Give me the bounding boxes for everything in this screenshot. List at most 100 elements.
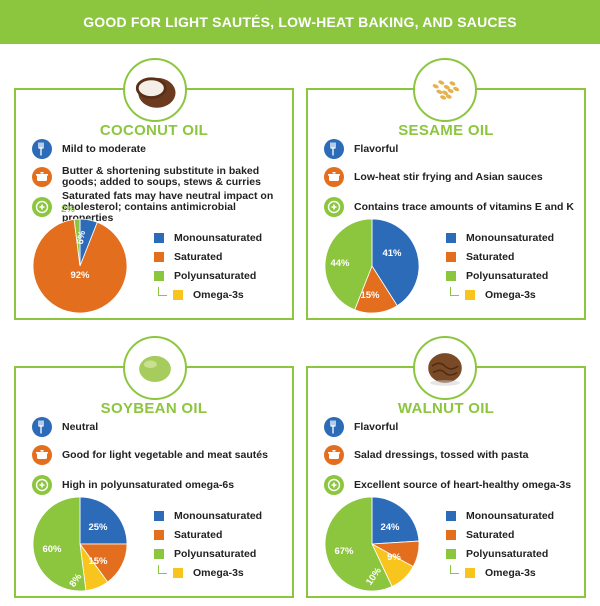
card-title: SOYBEAN OIL <box>100 400 208 417</box>
pie-label: 6% <box>75 229 88 245</box>
oil-card: WALNUT OIL Flavorful Salad dressings, toss… <box>306 366 586 598</box>
legend: Monounsaturated Saturated Polyunsaturated O… <box>446 228 582 304</box>
fork-icon <box>324 139 344 159</box>
soybean-icon <box>123 336 187 400</box>
legend-label: Omega-3s <box>485 288 536 301</box>
pot-icon <box>324 167 344 187</box>
legend-label: Polyunsaturated <box>174 547 257 560</box>
legend-item-mono: Monounsaturated <box>446 506 582 525</box>
legend: Monounsaturated Saturated Polyunsaturated O… <box>446 506 582 582</box>
feature-row: High in polyunsaturated omega-6s <box>32 472 282 498</box>
legend-item-omega: Omega-3s <box>446 563 582 582</box>
legend-label: Polyunsaturated <box>174 269 257 282</box>
feature-row: Contains trace amounts of vitamins E and… <box>324 194 574 220</box>
pot-icon <box>324 445 344 465</box>
legend-item-sat: Saturated <box>446 525 582 544</box>
health-icon <box>32 475 52 495</box>
legend-swatch <box>154 510 164 521</box>
oil-card: COCONUT OIL Mild to moderate Butter & shor… <box>14 88 294 320</box>
health-icon <box>32 197 52 217</box>
feature-text: Salad dressings, tossed with pasta <box>354 448 529 461</box>
fork-icon <box>324 417 344 437</box>
pie-label: 67% <box>334 546 354 557</box>
legend-swatch <box>446 232 456 243</box>
feature-row: Butter & shortening substitute in baked … <box>32 164 282 190</box>
legend-item-poly: Polyunsaturated <box>154 544 290 563</box>
pie-label: 25% <box>88 522 108 533</box>
pie-label: 24% <box>380 522 400 533</box>
pie-label: 60% <box>42 544 62 555</box>
pie-label: 41% <box>382 248 402 259</box>
pie-label: 15% <box>88 556 108 567</box>
legend-label: Polyunsaturated <box>466 547 549 560</box>
feature-text: Contains trace amounts of vitamins E and… <box>354 200 574 213</box>
feature-text: Flavorful <box>354 142 399 155</box>
feature-row: Mild to moderate <box>32 136 282 162</box>
pie-label: 44% <box>330 258 350 269</box>
legend-swatch <box>154 270 164 281</box>
oil-card: SESAME OIL Flavorful Low-heat stir frying … <box>306 88 586 320</box>
legend-label: Saturated <box>174 250 223 263</box>
legend-item-mono: Monounsaturated <box>446 228 582 247</box>
feature-row: Excellent source of heart-healthy omega-… <box>324 472 574 498</box>
legend-swatch <box>465 567 475 578</box>
health-icon <box>324 197 344 217</box>
pot-icon <box>32 167 52 187</box>
pie-slice-poly <box>324 496 393 592</box>
feature-row: Salad dressings, tossed with pasta <box>324 442 574 468</box>
feature-row: Good for light vegetable and meat sautés <box>32 442 282 468</box>
legend-swatch <box>446 251 456 262</box>
pie-slice-poly <box>73 218 81 267</box>
feature-row: Flavorful <box>324 136 574 162</box>
legend-item-omega: Omega-3s <box>446 285 582 304</box>
card-title: SESAME OIL <box>398 122 494 139</box>
feature-row: Flavorful <box>324 414 574 440</box>
legend-label: Monounsaturated <box>466 231 555 244</box>
legend-label: Omega-3s <box>193 566 244 579</box>
legend-item-sat: Saturated <box>154 525 290 544</box>
legend-item-poly: Polyunsaturated <box>154 266 290 285</box>
legend-label: Saturated <box>466 528 515 541</box>
feature-text: High in polyunsaturated omega-6s <box>62 478 235 491</box>
pie-chart: 41% 15% 44% <box>324 218 420 314</box>
legend-item-mono: Monounsaturated <box>154 228 290 247</box>
legend-swatch <box>154 548 164 559</box>
oil-card: SOYBEAN OIL Neutral Good for light vegetab… <box>14 366 294 598</box>
feature-row: Low-heat stir frying and Asian sauces <box>324 164 574 190</box>
pie-label: 2% <box>61 204 75 215</box>
feature-text: Saturated fats may have neutral impact o… <box>62 189 274 224</box>
legend: Monounsaturated Saturated Polyunsaturated O… <box>154 506 290 582</box>
feature-text: Excellent source of heart-healthy omega-… <box>354 478 572 491</box>
legend-item-sat: Saturated <box>446 247 582 266</box>
legend-item-omega: Omega-3s <box>154 285 290 304</box>
fork-icon <box>32 417 52 437</box>
card-title: COCONUT OIL <box>99 122 209 139</box>
legend-item-mono: Monounsaturated <box>154 506 290 525</box>
pie-slice-poly <box>324 218 373 311</box>
pie-slice-sat <box>32 218 128 314</box>
legend-connector <box>158 287 167 296</box>
pot-icon <box>32 445 52 465</box>
feature-row: Saturated fats may have neutral impact o… <box>32 190 282 223</box>
legend-label: Monounsaturated <box>174 509 263 522</box>
legend-swatch <box>154 232 164 243</box>
feature-text: Good for light vegetable and meat sautés <box>62 448 268 461</box>
legend-swatch <box>446 510 456 521</box>
pie-slice-mono <box>79 496 128 545</box>
coconut-icon <box>123 58 187 122</box>
feature-text: Neutral <box>62 420 99 433</box>
legend-item-sat: Saturated <box>154 247 290 266</box>
legend-label: Omega-3s <box>193 288 244 301</box>
fork-icon <box>32 139 52 159</box>
card-title: WALNUT OIL <box>397 400 495 417</box>
legend-connector <box>450 565 459 574</box>
pie-chart: 6% 92% 2% <box>32 204 128 314</box>
feature-text: Low-heat stir frying and Asian sauces <box>354 170 543 183</box>
walnut-icon <box>413 336 477 400</box>
legend: Monounsaturated Saturated Polyunsaturated O… <box>154 228 290 304</box>
legend-label: Saturated <box>174 528 223 541</box>
feature-row: Neutral <box>32 414 282 440</box>
legend-label: Monounsaturated <box>174 231 263 244</box>
legend-label: Saturated <box>466 250 515 263</box>
legend-connector <box>158 565 167 574</box>
